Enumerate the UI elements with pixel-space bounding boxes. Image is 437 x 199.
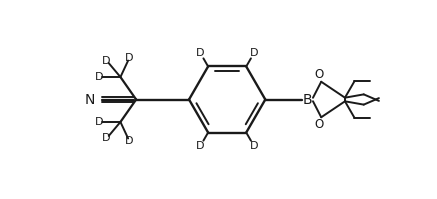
Text: D: D	[125, 136, 133, 146]
Text: D: D	[95, 117, 104, 127]
Text: D: D	[196, 141, 205, 151]
Text: D: D	[102, 133, 110, 143]
Text: D: D	[196, 48, 205, 58]
Text: B: B	[302, 93, 312, 106]
Text: D: D	[250, 141, 258, 151]
Text: O: O	[315, 68, 324, 81]
Text: N: N	[84, 93, 94, 106]
Text: O: O	[315, 118, 324, 131]
Text: D: D	[250, 48, 258, 58]
Text: D: D	[102, 56, 110, 66]
Text: D: D	[95, 72, 104, 82]
Text: D: D	[125, 53, 133, 63]
